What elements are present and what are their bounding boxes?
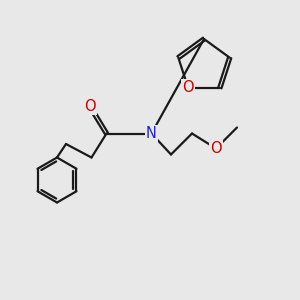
- Text: N: N: [146, 126, 157, 141]
- Text: O: O: [182, 80, 194, 95]
- Text: O: O: [210, 141, 222, 156]
- Text: O: O: [84, 99, 96, 114]
